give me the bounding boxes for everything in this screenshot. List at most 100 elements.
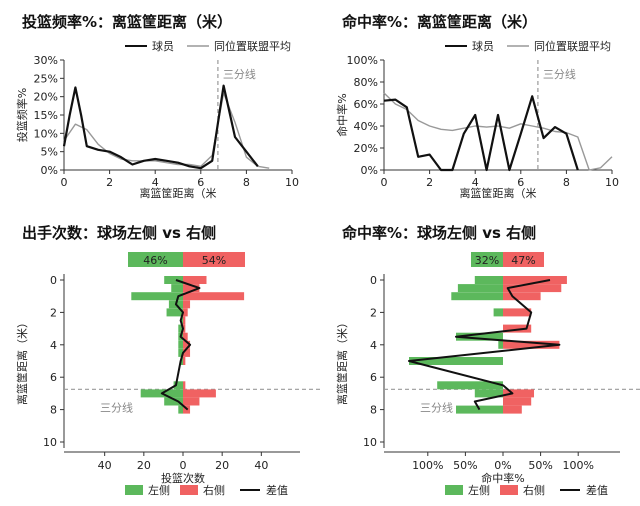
bar-left — [178, 348, 183, 357]
x-tick-label: 40 — [254, 459, 268, 472]
y-tick-label: 0% — [361, 164, 378, 177]
y-tick-label: 2 — [50, 306, 57, 319]
bar-left — [474, 276, 503, 284]
bar-right — [183, 308, 188, 317]
x-axis-label: 命中率% — [481, 471, 524, 485]
bar-right — [183, 348, 191, 357]
summary-bar-left — [471, 252, 503, 267]
bar-right — [503, 276, 567, 284]
x-tick-label: 100% — [562, 459, 593, 472]
summary-label-left: 32% — [475, 254, 499, 267]
bar-left — [493, 308, 503, 317]
y-tick-label: 0% — [41, 164, 58, 177]
summary-label-right: 54% — [202, 254, 226, 267]
bar-left — [180, 316, 183, 325]
y-tick-label: 10 — [43, 436, 57, 449]
summary-bar-right — [183, 252, 245, 267]
y-tick-label: 4 — [50, 339, 57, 352]
x-tick-label: 4 — [152, 176, 159, 189]
series-line-player — [383, 95, 579, 172]
y-tick-label: 15% — [34, 109, 58, 122]
x-axis-label: 离篮筐距离（米 — [460, 186, 537, 200]
bar-left — [456, 332, 503, 341]
legend-label-difference: 差值 — [586, 483, 608, 497]
x-tick-label: 20 — [215, 459, 229, 472]
x-tick-label: 10 — [285, 176, 299, 189]
x-tick-label: 50% — [453, 459, 477, 472]
x-tick-label: 2 — [106, 176, 113, 189]
y-axis-label: 离篮筐距离（米） — [15, 317, 29, 405]
y-tick-label: 10 — [363, 436, 377, 449]
y-tick-label: 30% — [34, 54, 58, 67]
x-tick-label: 50% — [528, 459, 552, 472]
x-tick-label: 4 — [472, 176, 479, 189]
legend-label-player: 球员 — [472, 39, 494, 53]
bar-right — [503, 389, 535, 398]
bar-right — [183, 324, 186, 333]
bar-left — [457, 284, 503, 293]
bar-left — [180, 357, 183, 365]
x-axis-label: 离篮筐距离（米 — [140, 186, 217, 200]
legend-swatch-right — [500, 485, 518, 495]
y-tick-label: 8 — [370, 404, 377, 417]
bar-right — [183, 357, 186, 365]
bar-right — [503, 397, 532, 406]
x-tick-label: 8 — [243, 176, 250, 189]
bar-left — [498, 340, 503, 349]
bar-right — [183, 381, 186, 390]
summary-bar-left — [128, 252, 183, 267]
summary-bar-right — [503, 252, 544, 267]
series-line-league — [63, 92, 270, 169]
x-tick-label: 0 — [61, 176, 68, 189]
y-tick-label: 0 — [50, 274, 57, 287]
bar-left — [131, 292, 183, 301]
y-tick-label: 80% — [354, 76, 378, 89]
y-tick-label: 6 — [50, 371, 57, 384]
x-tick-label: 6 — [517, 176, 524, 189]
y-tick-label: 8 — [50, 404, 57, 417]
three-point-label: 三分线 — [543, 67, 576, 81]
x-tick-label: 40 — [98, 459, 112, 472]
x-tick-label: 20 — [137, 459, 151, 472]
y-tick-label: 5% — [41, 146, 58, 159]
chart-title: 出手次数：球场左侧 vs 右侧 — [22, 224, 216, 242]
legend-label-left: 左侧 — [148, 484, 170, 497]
series-line-player — [62, 84, 259, 170]
x-tick-label: 0 — [180, 459, 187, 472]
y-tick-label: 4 — [370, 339, 377, 352]
chart-title: 命中率%：离篮筐距离（米） — [341, 13, 537, 31]
y-axis-label: 命中率% — [335, 93, 349, 136]
y-tick-label: 10% — [34, 127, 58, 140]
bar-right — [183, 292, 245, 301]
summary-label-left: 46% — [143, 254, 167, 267]
bar-right — [183, 332, 188, 341]
bar-right — [503, 292, 541, 301]
legend-label-player: 球员 — [152, 39, 174, 53]
legend-label-difference: 差值 — [266, 483, 288, 497]
bar-right — [503, 308, 532, 317]
bar-left — [164, 276, 183, 284]
x-tick-label: 6 — [197, 176, 204, 189]
x-tick-label: 0% — [494, 459, 511, 472]
y-axis-label: 离篮筐距离（米） — [335, 317, 349, 405]
bar-left — [173, 381, 183, 390]
three-point-label: 三分线 — [420, 400, 453, 414]
three-point-label: 三分线 — [100, 400, 133, 414]
x-tick-label: 8 — [563, 176, 570, 189]
bar-right — [183, 397, 200, 406]
bar-right — [503, 284, 562, 293]
x-tick-label: 100% — [412, 459, 443, 472]
bar-left — [409, 357, 503, 365]
y-tick-label: 0 — [370, 274, 377, 287]
bar-left — [451, 292, 503, 301]
legend-label-left: 左侧 — [468, 484, 490, 497]
y-tick-label: 20% — [34, 91, 58, 104]
y-tick-label: 2 — [370, 306, 377, 319]
bar-left — [437, 381, 503, 390]
bar-right — [183, 389, 216, 398]
bar-left — [164, 397, 183, 406]
series-line-difference — [408, 279, 561, 411]
bar-left — [474, 389, 503, 398]
legend-label-league: 同位置联盟平均 — [214, 39, 291, 53]
